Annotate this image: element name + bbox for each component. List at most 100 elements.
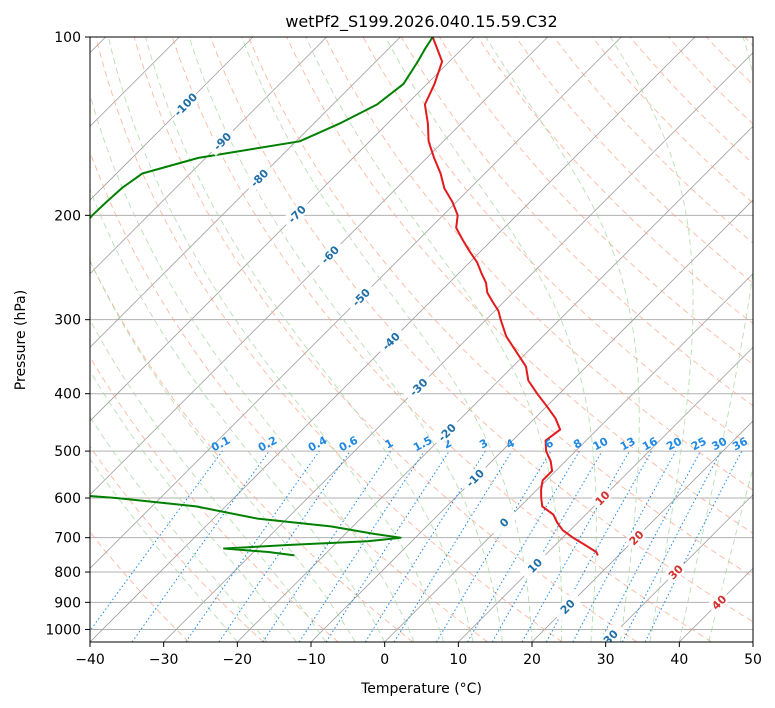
plot-frame [89, 36, 754, 643]
isotherm-label-bg [243, 162, 275, 193]
isotherm-line [90, 37, 254, 201]
dry-adiabat-lines [90, 37, 753, 642]
mixing-ratio-label: 13 [618, 435, 638, 454]
dry-adiabat-line [744, 37, 753, 47]
mixing-ratio-label: 6 [543, 436, 556, 451]
moist-adiabat-line [609, 37, 694, 642]
mixing-ratio-label: 10 [591, 434, 611, 453]
dry-adiabat-line [477, 37, 753, 325]
x-tick-label: 0 [380, 652, 389, 668]
isotherm-line [679, 567, 753, 642]
mixing-ratio-line [467, 450, 580, 642]
dry-adiabat-line [400, 37, 753, 407]
dry-adiabat-label-bg [589, 485, 615, 511]
isotherm-label-bg [551, 591, 583, 622]
isotherm-label-bg [431, 416, 462, 448]
isotherm-label-group: 0 [488, 506, 519, 538]
isotherm-line [90, 37, 475, 422]
moist-adiabat-line [678, 37, 753, 642]
isotherm-line [237, 125, 753, 642]
isotherm-label-bg [595, 621, 626, 642]
mixing-ratio-lines [90, 450, 743, 642]
moist-adiabat-line [305, 37, 563, 642]
mixing-ratio-line [298, 450, 425, 642]
mixing-ratio-line [393, 450, 513, 642]
dewpoint-profile [90, 37, 434, 557]
dry-adiabat-line [553, 37, 753, 244]
isotherm-label-bg [206, 125, 238, 157]
mixing-ratio-label: 25 [689, 435, 709, 454]
moist-adiabat-line [90, 458, 238, 642]
moist-adiabat-line [241, 37, 533, 642]
dry-adiabat-line [90, 150, 488, 642]
isotherm-label-bg [402, 371, 434, 403]
x-tick-label: 30 [597, 652, 615, 668]
isotherm-line [163, 52, 753, 642]
dry-adiabat-line [90, 259, 414, 642]
isopleth-labels: 0.1 0.2 0.4 0.6 1 1.5 2 3 4 6 8 10 13 16 20 25 30 36-100-… [169, 88, 750, 642]
x-tick-label: 10 [449, 652, 467, 668]
plot-area: 0.1 0.2 0.4 0.6 1 1.5 2 3 4 6 8 10 13 16 20 25 30 36-100-… [90, 37, 753, 642]
y-tick-label: 400 [54, 387, 81, 403]
mixing-ratio-line [599, 450, 701, 642]
mixing-ratio-label: 4 [504, 436, 517, 451]
mixing-ratio-line [572, 450, 677, 642]
mixing-ratio-label: 30 [710, 435, 730, 454]
moist-adiabat-line [145, 37, 474, 642]
x-tick-label: −20 [223, 652, 253, 668]
y-tick-label: 600 [54, 491, 81, 507]
moist-adiabat-line [90, 416, 268, 642]
dry-adiabat-line [133, 37, 638, 642]
x-tick-label: −10 [296, 652, 326, 668]
x-tick-label: 50 [744, 652, 762, 668]
isotherm-line [90, 37, 622, 569]
mixing-ratio-line [90, 450, 223, 632]
moist-adiabat-line [90, 188, 386, 642]
chart-title: wetPf2_S199.2026.040.15.59.C32 [285, 12, 557, 32]
dry-adiabat-line [171, 37, 712, 642]
mixing-ratio-line [435, 450, 552, 642]
x-tick-label: 20 [523, 652, 541, 668]
isotherm-label-bg [519, 549, 550, 581]
mixing-ratio-line [325, 450, 450, 642]
y-tick-label: 800 [54, 565, 81, 581]
mixing-ratio-line [262, 450, 392, 642]
x-axis-title: Temperature (°C) [360, 681, 482, 697]
y-tick-label: 300 [54, 313, 81, 329]
moist-adiabat-line [90, 318, 327, 642]
dry-adiabat-label-bg [623, 524, 649, 550]
mixing-ratio-line [131, 450, 270, 642]
dry-adiabat-line [629, 37, 753, 165]
isotherm-line [90, 37, 548, 496]
y-tick-label: 200 [54, 208, 81, 224]
dry-adiabat-line [90, 356, 339, 642]
mixing-ratio-line [521, 450, 630, 642]
temperature-profile [423, 37, 599, 556]
isotherm-line [384, 273, 753, 642]
isotherm-line [605, 494, 753, 642]
isotherm-label-bg [459, 462, 490, 493]
dry-adiabat-line [248, 37, 753, 578]
moist-adiabat-line [485, 37, 640, 642]
dry-adiabat-line [324, 37, 753, 491]
isotherm-line [90, 37, 401, 348]
mixing-ratio-label: 20 [664, 434, 684, 453]
isotherm-label-bg [345, 281, 376, 313]
moist-adiabat-line [107, 37, 445, 642]
mixing-ratio-label: 36 [730, 435, 750, 454]
moist-adiabat-lines [90, 37, 753, 642]
dry-adiabat-line [515, 37, 753, 284]
moist-adiabat-line [708, 466, 753, 642]
moist-adiabat-line [90, 370, 297, 642]
x-tick-label: 40 [670, 652, 688, 668]
dry-adiabat-line [362, 37, 753, 449]
moist-adiabat-line [90, 259, 356, 642]
dry-adiabat-line [95, 37, 563, 642]
sounding-series [90, 37, 599, 557]
dry-adiabat-line [591, 37, 753, 204]
axes: −40 −30 −20 −10 0 10 20 30 40 5010020030040050060… [45, 30, 762, 668]
isotherm-line [458, 346, 753, 642]
isotherm-line [310, 199, 753, 642]
x-tick-label: −30 [149, 652, 179, 668]
